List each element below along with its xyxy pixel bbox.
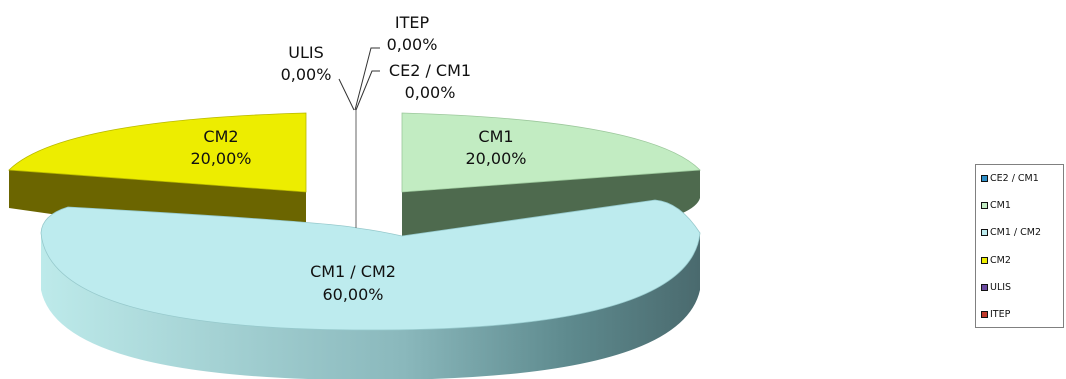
legend-swatch bbox=[981, 201, 988, 209]
label-cm1-pct: 20,00% bbox=[465, 149, 526, 168]
legend-label: CM2 bbox=[990, 254, 1011, 266]
label-cm1cm2-pct: 60,00% bbox=[322, 285, 383, 304]
label-ce2cm1-pct: 0,00% bbox=[405, 83, 456, 102]
label-ulis-name: ULIS bbox=[288, 43, 324, 62]
label-ce2cm1-name: CE2 / CM1 bbox=[389, 61, 471, 80]
legend-label: CM1 bbox=[990, 199, 1011, 211]
slice-cm2-top bbox=[8, 112, 307, 193]
legend-swatch bbox=[981, 256, 988, 264]
label-itep-pct: 0,00% bbox=[387, 35, 438, 54]
legend-item: ITEP bbox=[981, 308, 1010, 320]
label-cm1-name: CM1 bbox=[478, 127, 513, 146]
legend-swatch bbox=[981, 228, 988, 236]
leader-line-ulis bbox=[338, 78, 355, 111]
leader-line-ce2cm1 bbox=[355, 70, 380, 111]
legend-label: CE2 / CM1 bbox=[990, 172, 1039, 184]
legend-item: CE2 / CM1 bbox=[981, 172, 1039, 184]
label-cm2-name: CM2 bbox=[203, 127, 238, 146]
legend-swatch bbox=[981, 174, 988, 182]
label-itep-name: ITEP bbox=[395, 13, 430, 32]
legend-item: ULIS bbox=[981, 281, 1011, 293]
legend-item: CM2 bbox=[981, 254, 1011, 266]
legend-label: ULIS bbox=[990, 281, 1012, 293]
slice-cm1cm2-side bbox=[41, 233, 700, 379]
legend-label: CM1 / CM2 bbox=[990, 226, 1041, 238]
legend-item: CM1 bbox=[981, 199, 1011, 211]
leader-line-itep bbox=[354, 47, 380, 111]
label-cm1cm2-name: CM1 / CM2 bbox=[310, 262, 396, 281]
slice-cm1-top bbox=[401, 112, 701, 193]
legend-swatch bbox=[981, 310, 988, 318]
legend-swatch bbox=[981, 283, 988, 291]
chart-legend: CE2 / CM1 CM1 CM1 / CM2 CM2 ULIS ITEP bbox=[975, 164, 1064, 328]
legend-label: ITEP bbox=[990, 308, 1011, 320]
label-ulis-pct: 0,00% bbox=[281, 65, 332, 84]
legend-item: CM1 / CM2 bbox=[981, 226, 1041, 238]
label-cm2-pct: 20,00% bbox=[190, 149, 251, 168]
slice-cm1cm2-top bbox=[40, 199, 701, 331]
